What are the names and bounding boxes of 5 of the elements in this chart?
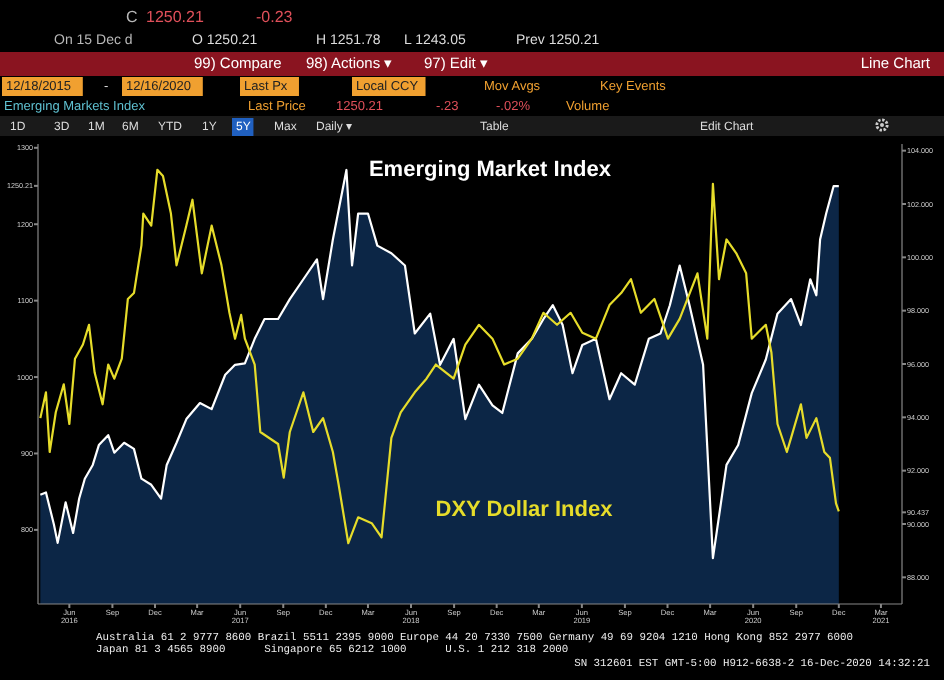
text: C <box>126 8 138 26</box>
text: -0.23 <box>256 8 294 26</box>
text: 1250.21 <box>146 8 205 26</box>
series-label: Emerging Market Index <box>368 158 613 182</box>
text: DXY Dollar Index <box>435 498 615 522</box>
